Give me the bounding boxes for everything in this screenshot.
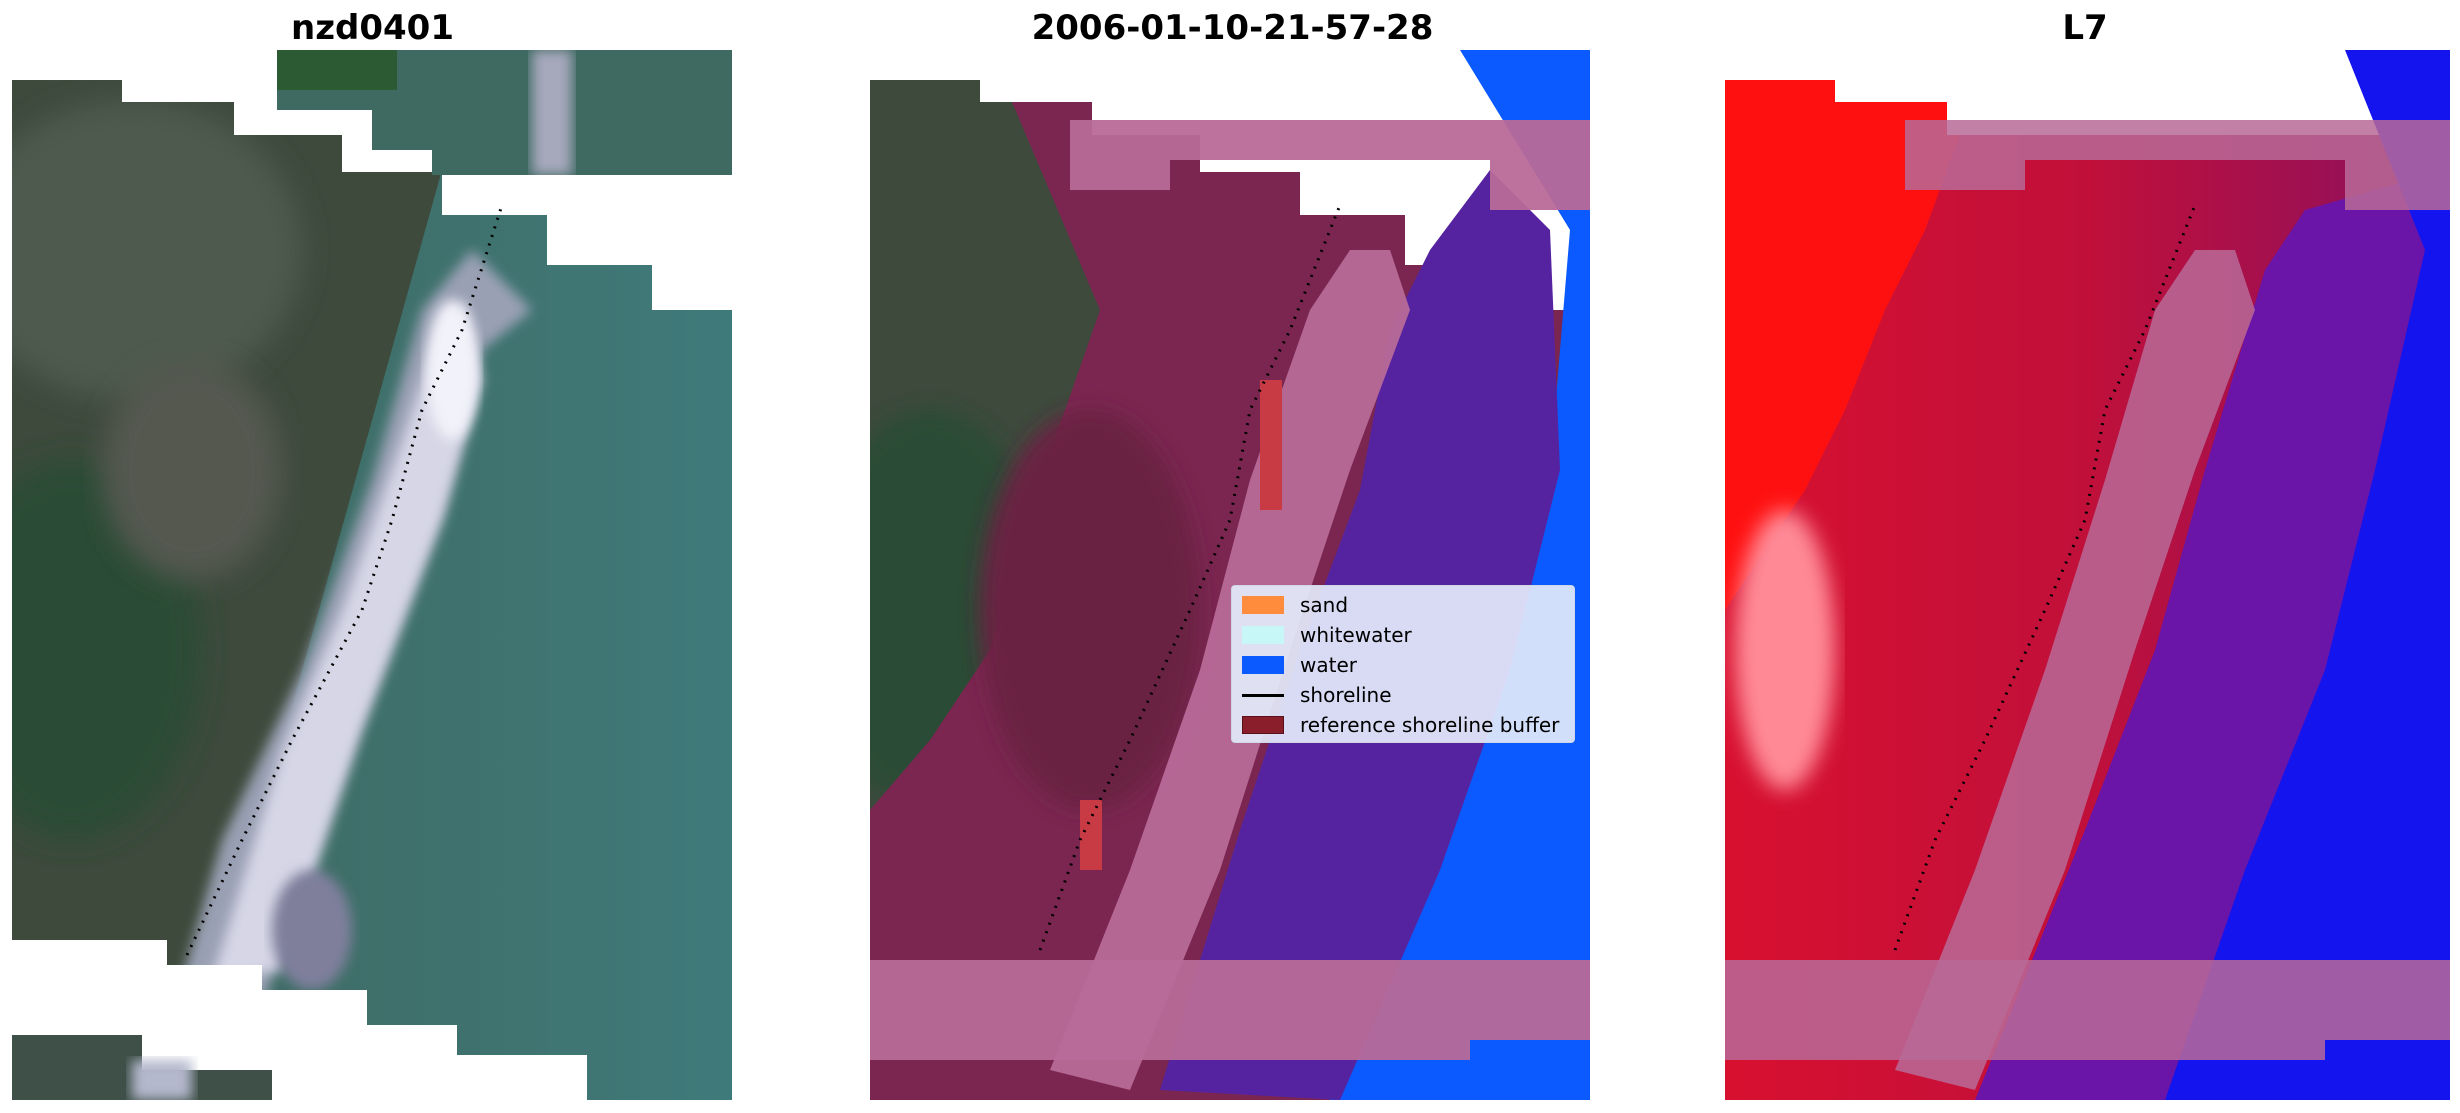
image-land-block xyxy=(12,50,732,1100)
legend-item-sand: sand xyxy=(1242,590,1564,620)
legend-label: shoreline xyxy=(1300,683,1392,707)
legend-line-shoreline xyxy=(1242,693,1284,697)
legend: sand whitewater water shoreline referenc… xyxy=(1231,585,1575,743)
shoreline-line xyxy=(1038,204,1342,951)
legend-label: reference shoreline buffer xyxy=(1300,713,1560,737)
legend-label: whitewater xyxy=(1300,623,1412,647)
legend-label: water xyxy=(1300,653,1357,677)
index-buffer-band-top xyxy=(1905,120,2450,210)
reference-buffer-patch xyxy=(1260,380,1282,510)
index-buffer-band xyxy=(1895,250,2255,1090)
index-blue-region xyxy=(2165,50,2450,1100)
index-image-canvas xyxy=(1725,50,2450,1100)
legend-swatch-sand xyxy=(1242,596,1284,614)
legend-item-water: water xyxy=(1242,650,1564,680)
water-region-blue xyxy=(1330,50,1590,1100)
shoreline-line xyxy=(1893,204,2197,951)
legend-swatch-water xyxy=(1242,656,1284,674)
legend-swatch-whitewater xyxy=(1242,626,1284,644)
classified-image xyxy=(870,50,1590,1100)
panel-title-index: L7 xyxy=(2062,8,2108,48)
rgb-image-canvas xyxy=(12,50,732,1100)
index-image xyxy=(1725,50,2450,1100)
legend-item-whitewater: whitewater xyxy=(1242,620,1564,650)
buffer-band xyxy=(1050,250,1410,1090)
classified-image-canvas xyxy=(870,50,1590,1100)
reference-buffer-patch xyxy=(1080,800,1102,870)
buffer-band-bottom xyxy=(870,960,1590,1060)
index-buffer-band-bottom xyxy=(1725,960,2450,1060)
panel-title-classified: 2006-01-10-21-57-28 xyxy=(1031,8,1434,48)
buffer-band-top xyxy=(1070,120,1590,210)
rgb-satellite-image xyxy=(12,50,732,1100)
index-high-region xyxy=(1725,80,1960,610)
legend-label: sand xyxy=(1300,593,1349,617)
legend-item-reference-buffer: reference shoreline buffer xyxy=(1242,710,1564,740)
legend-item-shoreline: shoreline xyxy=(1242,680,1564,710)
panel-title-rgb: nzd0401 xyxy=(291,8,454,48)
legend-swatch-reference-buffer xyxy=(1242,716,1284,734)
